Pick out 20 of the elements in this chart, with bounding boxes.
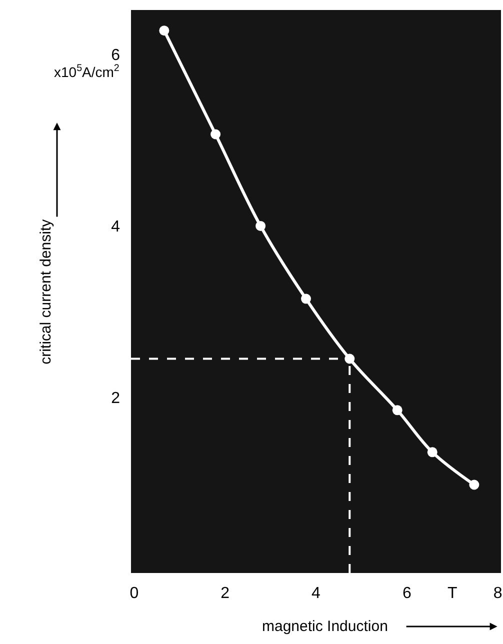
point <box>392 405 402 416</box>
x-tick-label: 2 <box>220 585 230 602</box>
y-axis-title: critical current density <box>37 218 54 364</box>
point <box>256 220 266 231</box>
point <box>159 26 170 36</box>
y-tick-label: 4 <box>111 218 120 236</box>
point <box>301 294 311 304</box>
point <box>210 129 221 140</box>
y-tick-label: 6 <box>111 47 120 64</box>
point <box>344 354 355 364</box>
x-tick-label: 0 <box>130 585 139 602</box>
x-tick-label: 6 <box>402 585 412 602</box>
point <box>469 480 480 490</box>
y-tick-label: 2 <box>111 390 120 407</box>
text: x10$^{5}$A/cm$^{2}$ <box>54 63 120 80</box>
x-axis-title: magnetic Induction <box>262 618 388 635</box>
x-tick-label: 8 <box>493 585 502 602</box>
x-tick-label: 4 <box>312 585 321 602</box>
point <box>427 447 438 458</box>
x-tick-label: T <box>447 585 458 602</box>
